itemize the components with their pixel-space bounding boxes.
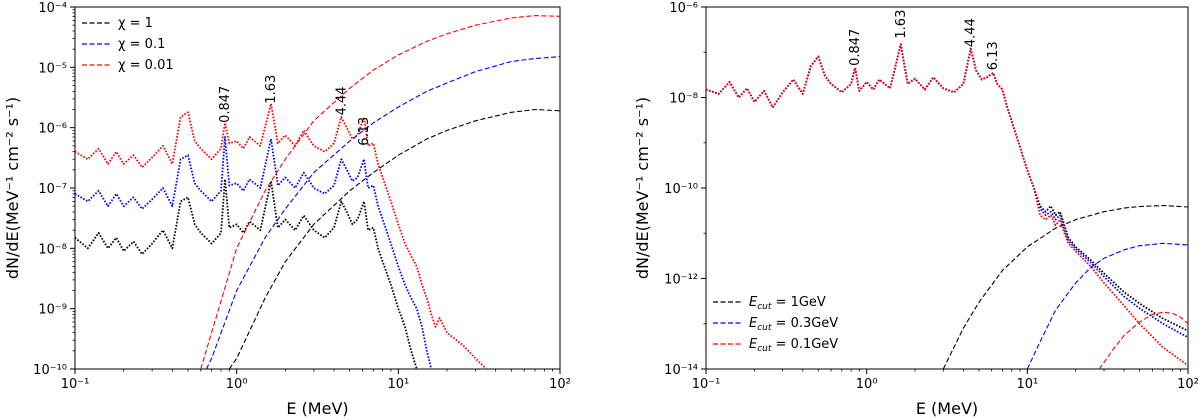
right-x-tick-label: 10⁻¹ [692, 377, 721, 392]
right-x-tick-label: 10² [1177, 377, 1199, 392]
left-legend-label: χ = 1 [118, 16, 153, 31]
right-series-2 [706, 43, 1188, 367]
left-legend-label: χ = 0.01 [118, 58, 174, 73]
left-y-tick-label: 10⁻⁸ [38, 242, 67, 257]
left-y-axis-label: dN/dE(MeV⁻¹ cm⁻² s⁻¹) [3, 97, 22, 279]
left-series-5 [200, 15, 560, 369]
left-series-0 [75, 178, 418, 369]
left-x-tick-label: 10¹ [387, 377, 409, 392]
right-annotation-6.13: 6.13 [986, 41, 1001, 70]
right-x-tick-label: 10¹ [1016, 377, 1038, 392]
right-series-1 [706, 43, 1188, 339]
left-chart-panel: 10⁻¹ 10⁰ 10¹ 10² 10⁻¹⁰ 10⁻⁹ 10⁻⁸ 10⁻⁷ 10⁻⁶ 10⁻⁵ 10… [3, 1, 571, 418]
left-y-tick-label: 10⁻⁹ [38, 303, 67, 318]
left-y-tick-label: 10⁻⁴ [38, 1, 67, 16]
right-annotation-4.44: 4.44 [964, 18, 979, 47]
left-y-tick-label: 10⁻⁶ [38, 122, 67, 137]
right-annotation-0.847: 0.847 [848, 29, 863, 66]
right-y-tick-label: 10⁻¹⁰ [664, 182, 698, 197]
left-annotation-6.13: 6.13 [357, 117, 372, 146]
right-legend: Ecut = 1GeV Ecut = 0.3GeV Ecut = 0.1GeV [713, 295, 838, 354]
left-x-axis-label: E (MeV) [286, 399, 348, 418]
left-series-4 [205, 56, 560, 369]
left-y-tick-label: 10⁻⁷ [38, 182, 67, 197]
left-annotation-1.63: 1.63 [264, 75, 279, 104]
left-y-tick-label: 10⁻¹⁰ [33, 363, 67, 378]
right-series-3 [942, 204, 1188, 369]
left-annotation-4.44: 4.44 [334, 86, 349, 115]
left-legend: χ = 1 χ = 0.1 χ = 0.01 [82, 16, 174, 73]
right-x-tick-label: 10⁰ [856, 377, 878, 392]
left-legend-label: χ = 0.1 [118, 37, 165, 52]
right-legend-label: Ecut = 0.1GeV [749, 337, 838, 354]
left-series-1 [75, 136, 433, 369]
left-y-tick-label: 10⁻⁵ [38, 61, 67, 76]
left-annotation-0.847: 0.847 [218, 86, 233, 123]
right-x-axis-label: E (MeV) [916, 399, 978, 418]
left-x-tick-label: 10⁰ [226, 377, 248, 392]
left-x-tick-label: 10² [549, 377, 571, 392]
right-y-tick-label: 10⁻⁸ [669, 92, 698, 107]
right-legend-label: Ecut = 0.3GeV [749, 316, 838, 333]
left-x-tick-label: 10⁻¹ [61, 377, 90, 392]
right-y-tick-label: 10⁻⁶ [669, 1, 698, 16]
right-y-tick-label: 10⁻¹² [664, 273, 698, 288]
right-y-tick-label: 10⁻¹⁴ [664, 363, 698, 378]
right-series-4 [1026, 242, 1188, 369]
right-series-5 [1098, 311, 1188, 369]
right-y-axis-label: dN/dE(MeV⁻¹ cm⁻² s⁻¹) [633, 97, 652, 279]
right-legend-label: Ecut = 1GeV [749, 295, 826, 312]
right-annotation-1.63: 1.63 [894, 10, 909, 39]
left-series-2 [75, 102, 487, 369]
right-plot-frame [705, 6, 1189, 370]
right-chart-panel: 10⁻¹ 10⁰ 10¹ 10² 10⁻¹⁴ 10⁻¹² 10⁻¹⁰ 10⁻⁸ 10⁻⁶ 0.8… [633, 1, 1199, 418]
left-series-3 [228, 108, 560, 369]
